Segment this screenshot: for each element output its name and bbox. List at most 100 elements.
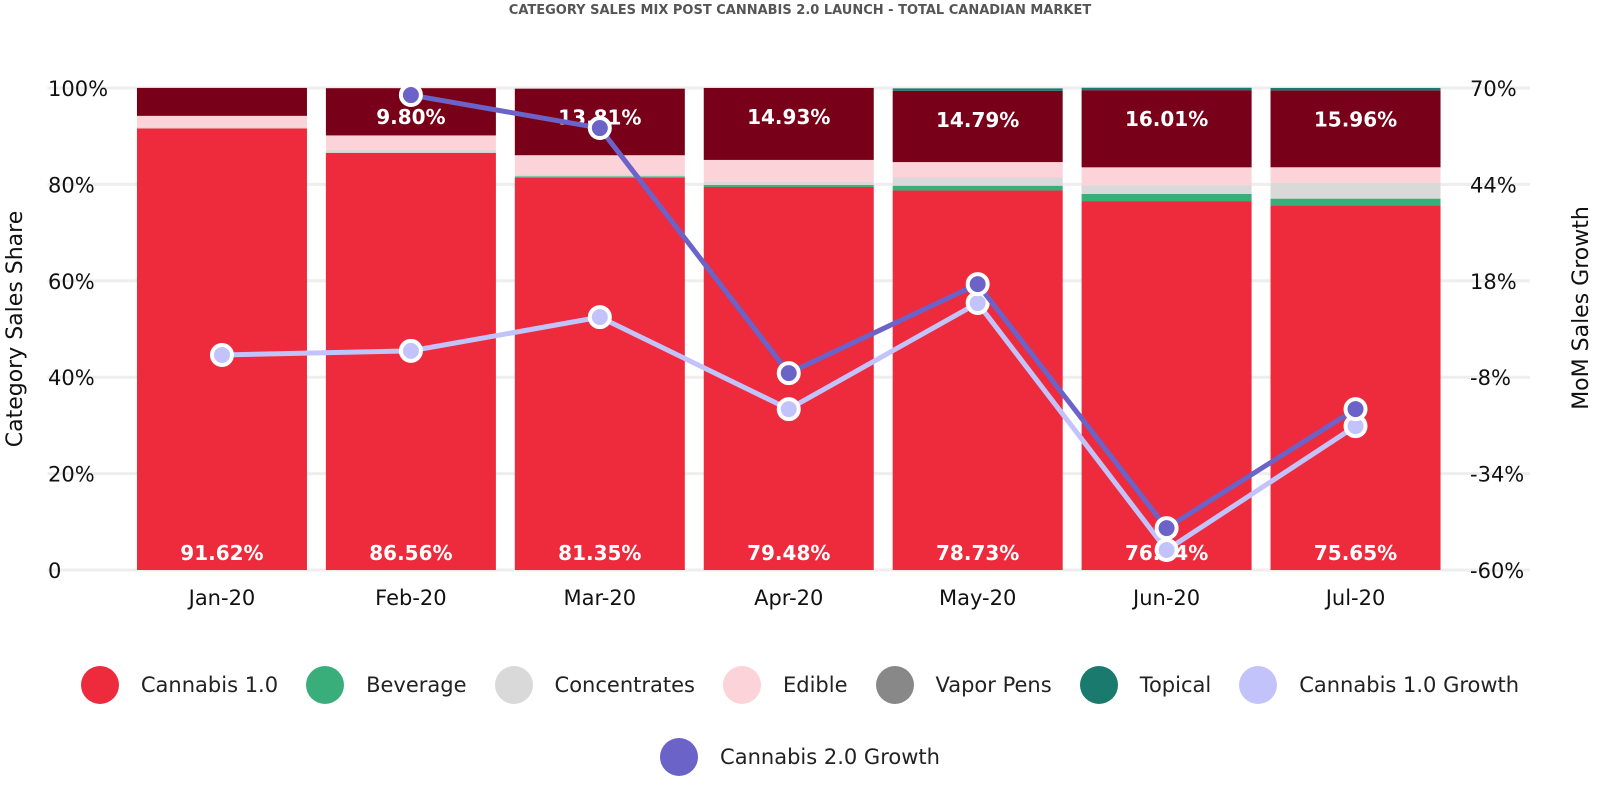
bar-segment-concentrates xyxy=(1081,185,1252,194)
bar-segment-beverage xyxy=(1081,193,1252,202)
legend-item[interactable]: Edible xyxy=(722,666,848,704)
legend-swatch-icon xyxy=(875,666,914,704)
bar-segment-vapor-pens xyxy=(1081,90,1252,168)
line-point xyxy=(1154,537,1179,562)
bar-segment-edible xyxy=(136,115,307,127)
x-tick-label: Jul-20 xyxy=(1324,586,1386,610)
y-tick-label: 60% xyxy=(48,270,95,294)
bar-segment-beverage xyxy=(514,176,685,178)
legend-item[interactable]: Vapor Pens xyxy=(875,666,1052,704)
legend: Cannabis 1.0 Beverage Concentrates Edible Va… xyxy=(0,666,1600,704)
y2-tick-label: 44% xyxy=(1470,173,1517,197)
bar-segment-concentrates xyxy=(514,174,685,177)
legend-swatch-icon xyxy=(1079,666,1118,704)
data-label: 14.93% xyxy=(747,105,830,129)
y2-tick-label: -8% xyxy=(1470,366,1511,390)
y-axis-title: Category Sales Share xyxy=(3,211,28,448)
legend-label: Topical xyxy=(1139,673,1212,697)
data-label: 91.62% xyxy=(180,541,263,565)
legend-swatch-icon xyxy=(722,666,761,704)
bar-segment-beverage xyxy=(1270,198,1441,206)
legend-swatch-icon xyxy=(1239,666,1278,704)
x-tick-label: Jun-20 xyxy=(1131,586,1200,610)
line-point xyxy=(209,342,234,367)
legend-item[interactable]: Concentrates xyxy=(494,666,695,704)
legend-item[interactable]: Topical xyxy=(1079,666,1212,704)
bar-segment-topical xyxy=(1081,87,1252,91)
y2-tick-label: 18% xyxy=(1470,270,1517,294)
x-tick-label: Apr-20 xyxy=(754,586,823,610)
bar-segment-concentrates xyxy=(325,149,496,153)
line-point xyxy=(1343,397,1368,422)
bar-segment-cannabis-1-0 xyxy=(514,177,685,570)
line-point xyxy=(776,397,801,422)
y-tick-label: 80% xyxy=(48,173,95,197)
y2-tick-label: 70% xyxy=(1470,77,1517,101)
line-cannabis-2-0-growth xyxy=(410,92,1357,532)
legend-label: Vapor Pens xyxy=(935,673,1052,697)
bar-segment-concentrates xyxy=(136,126,307,129)
legend-row-2: Cannabis 2.0 Growth xyxy=(0,738,1600,776)
data-label: 75.65% xyxy=(1314,541,1397,565)
line-point xyxy=(398,338,423,363)
line-point xyxy=(776,361,801,386)
bar-segment-concentrates xyxy=(1270,182,1441,199)
legend-label: Concentrates xyxy=(554,673,695,697)
data-label: 14.79% xyxy=(936,108,1019,132)
bar-segment-edible xyxy=(1081,167,1252,186)
y-tick-label: 20% xyxy=(48,463,95,487)
legend-label: Cannabis 1.0 Growth xyxy=(1299,673,1520,697)
legend-label: Beverage xyxy=(366,673,467,697)
legend-swatch-icon xyxy=(306,666,345,704)
bar-segment-beverage xyxy=(892,185,1063,191)
legend-item[interactable]: Cannabis 2.0 Growth xyxy=(660,738,940,776)
bar-segment-topical xyxy=(892,88,1063,91)
x-tick-label: Feb-20 xyxy=(375,586,446,610)
legend-item[interactable]: Cannabis 1.0 xyxy=(80,666,279,704)
bar-segment-vapor-pens xyxy=(703,87,874,160)
bar-segment-vapor-pens xyxy=(892,90,1063,163)
line-point xyxy=(1154,516,1179,541)
bar-segment-cannabis-1-0 xyxy=(1081,201,1252,570)
bar-segment-vapor-pens xyxy=(1270,90,1441,168)
y2-axis-title: MoM Sales Growth xyxy=(1569,206,1594,410)
legend-label: Cannabis 1.0 xyxy=(140,673,279,697)
line-point xyxy=(965,272,990,297)
legend-label: Edible xyxy=(782,673,848,697)
y2-tick-label: -34% xyxy=(1470,463,1524,487)
data-label: 78.73% xyxy=(936,541,1019,565)
bar-segment-topical xyxy=(1270,87,1441,91)
data-label: 16.01% xyxy=(1125,107,1208,131)
bar-segment-edible xyxy=(892,162,1063,178)
x-tick-label: Jan-20 xyxy=(187,586,256,610)
line-point xyxy=(398,83,423,108)
data-label: 86.56% xyxy=(369,541,452,565)
line-point xyxy=(587,305,612,330)
y2-tick-label: -60% xyxy=(1470,559,1524,583)
data-label: 81.35% xyxy=(558,541,641,565)
y-tick-label: 0 xyxy=(48,559,61,583)
bar-segment-vapor-pens xyxy=(136,87,307,116)
bar-segment-edible xyxy=(325,135,496,150)
legend-swatch-icon xyxy=(494,666,533,704)
legend-swatch-icon xyxy=(80,666,119,704)
bar-segment-edible xyxy=(1270,167,1441,183)
legend-label: Cannabis 2.0 Growth xyxy=(720,745,940,769)
legend-item[interactable]: Beverage xyxy=(306,666,467,704)
bar-segment-beverage xyxy=(703,184,874,187)
x-tick-label: May-20 xyxy=(939,586,1016,610)
bar-segment-concentrates xyxy=(892,177,1063,186)
y-tick-label: 100% xyxy=(48,77,108,101)
bar-segment-cannabis-1-0 xyxy=(1270,205,1441,570)
bar-segment-edible xyxy=(514,155,685,175)
chart-svg: CATEGORY SALES MIX POST CANNABIS 2.0 LAU… xyxy=(3,3,1594,610)
data-label: 9.80% xyxy=(376,105,445,129)
data-label: 79.48% xyxy=(747,541,830,565)
chart-title: CATEGORY SALES MIX POST CANNABIS 2.0 LAU… xyxy=(509,3,1092,18)
bar-segment-concentrates xyxy=(703,181,874,185)
bar-segment-edible xyxy=(703,159,874,182)
y-tick-label: 40% xyxy=(48,366,95,390)
data-label: 15.96% xyxy=(1314,107,1397,131)
legend-swatch-icon xyxy=(660,738,699,776)
legend-item[interactable]: Cannabis 1.0 Growth xyxy=(1239,666,1519,704)
